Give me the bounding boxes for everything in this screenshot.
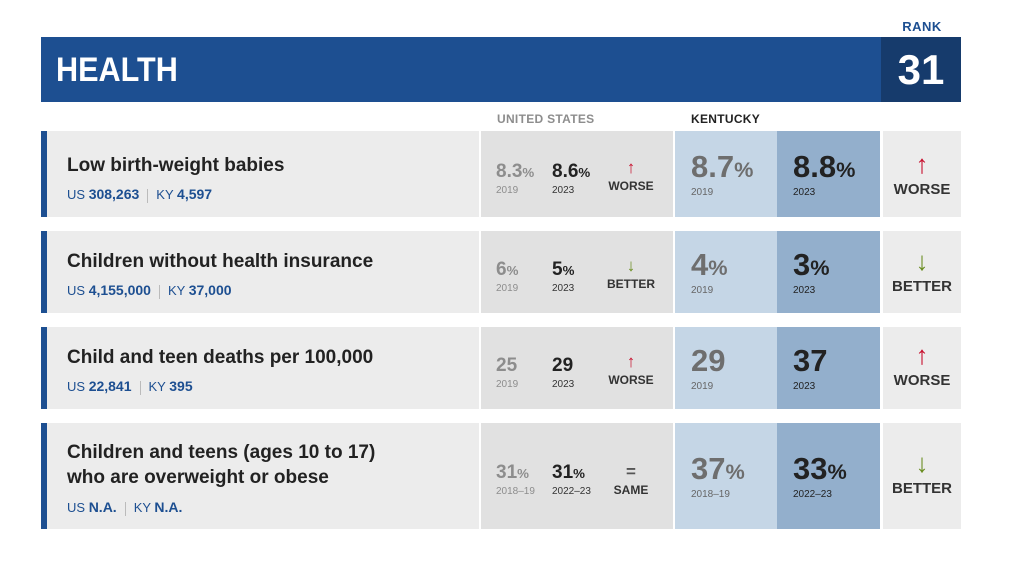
- ky-later-cell: 3% 2023: [777, 231, 880, 313]
- arrow-up-icon: ↑: [915, 149, 929, 179]
- ky-later-value: 33% 2022–23: [793, 451, 847, 500]
- ky-earlier-cell: 29 2019: [675, 327, 777, 409]
- ky-count-label: KY: [156, 187, 174, 202]
- ky-trend-cell: ↑ WORSE: [883, 131, 961, 217]
- ky-trend-cell: ↓ BETTER: [883, 231, 961, 313]
- arrow-down-icon: ↓: [915, 246, 929, 276]
- us-values-cell: 6% 2019 5% 2023 ↓ BETTER: [481, 231, 673, 313]
- ky-trend-cell: ↓ BETTER: [883, 423, 961, 529]
- us-trend: ↑ WORSE: [606, 352, 656, 388]
- indicator-title: Children and teens (ages 10 to 17) who ar…: [67, 442, 376, 488]
- indicator-counts: US 308,263 KY 4,597: [67, 186, 212, 203]
- rank-value: 31: [881, 37, 961, 102]
- us-count: 22,841: [88, 378, 132, 394]
- us-count: 4,155,000: [88, 282, 151, 298]
- us-trend: ↑ WORSE: [606, 158, 656, 194]
- ky-later-value: 37 2023: [793, 343, 828, 392]
- arrow-up-icon: ↑: [626, 158, 636, 177]
- us-values-cell: 25 2019 29 2023 ↑ WORSE: [481, 327, 673, 409]
- ky-count-label: KY: [167, 283, 186, 298]
- indicator-label-cell: Children without health insurance US 4,1…: [41, 231, 479, 313]
- us-earlier-value: 25 2019: [496, 355, 519, 390]
- us-count-label: US: [67, 283, 86, 298]
- ky-trend-cell: ↑ WORSE: [883, 327, 961, 409]
- ky-count: N.A.: [154, 499, 183, 515]
- us-later-value: 31% 2022–23: [552, 462, 591, 497]
- count-divider: [147, 188, 149, 203]
- ky-trend: ↓ BETTER: [883, 450, 961, 497]
- us-earlier-value: 6% 2019: [496, 259, 519, 294]
- ky-count-label: KY: [148, 379, 166, 394]
- ky-earlier-value: 8.7% 2019: [691, 149, 754, 198]
- section-title: HEALTH: [56, 51, 178, 89]
- ky-trend: ↑ WORSE: [883, 151, 961, 198]
- equals-icon: =: [626, 462, 636, 481]
- ky-earlier-cell: 8.7% 2019: [675, 131, 777, 217]
- indicator-counts: US 22,841 KY 395: [67, 378, 193, 395]
- arrow-down-icon: ↓: [915, 448, 929, 478]
- us-values-cell: 31% 2018–19 31% 2022–23 = SAME: [481, 423, 673, 529]
- us-later-value: 29 2023: [552, 355, 575, 390]
- ky-later-value: 8.8% 2023: [793, 149, 856, 198]
- indicator-row-health-insurance: Children without health insurance US 4,1…: [41, 231, 961, 313]
- count-divider: [124, 501, 126, 516]
- ky-later-cell: 37 2023: [777, 327, 880, 409]
- us-count-label: US: [67, 500, 86, 515]
- indicator-title: Children without health insurance: [67, 251, 374, 272]
- us-count-label: US: [67, 187, 86, 202]
- column-header-united-states: UNITED STATES: [497, 112, 595, 126]
- ky-earlier-cell: 37% 2018–19: [675, 423, 777, 529]
- us-trend: = SAME: [606, 462, 656, 498]
- ky-earlier-value: 29 2019: [691, 343, 726, 392]
- ky-trend: ↓ BETTER: [883, 248, 961, 295]
- indicator-label-cell: Low birth-weight babies US 308,263 KY 4,5…: [41, 131, 479, 217]
- us-values-cell: 8.3% 2019 8.6% 2023 ↑ WORSE: [481, 131, 673, 217]
- ky-count-label: KY: [133, 500, 151, 515]
- indicator-label-cell: Children and teens (ages 10 to 17) who ar…: [41, 423, 479, 529]
- indicator-counts: US 4,155,000 KY 37,000: [67, 282, 232, 299]
- ky-count: 4,597: [177, 186, 213, 202]
- rank-label: RANK: [902, 19, 942, 34]
- column-header-kentucky: KENTUCKY: [691, 112, 761, 126]
- indicator-label-cell: Child and teen deaths per 100,000 US 22,…: [41, 327, 479, 409]
- arrow-down-icon: ↓: [626, 256, 636, 275]
- indicator-title: Low birth-weight babies: [67, 155, 285, 176]
- ky-earlier-value: 4% 2019: [691, 247, 728, 296]
- us-trend: ↓ BETTER: [607, 256, 655, 292]
- us-earlier-value: 31% 2018–19: [496, 462, 535, 497]
- us-earlier-value: 8.3% 2019: [496, 161, 535, 196]
- us-later-value: 5% 2023: [552, 259, 575, 294]
- arrow-up-icon: ↑: [626, 352, 636, 371]
- indicator-counts: US N.A. KY N.A.: [67, 499, 182, 516]
- ky-later-cell: 33% 2022–23: [777, 423, 880, 529]
- section-banner: HEALTH: [41, 37, 881, 102]
- ky-count: 37,000: [188, 282, 232, 298]
- us-later-value: 8.6% 2023: [552, 161, 591, 196]
- arrow-up-icon: ↑: [915, 340, 929, 370]
- us-count: 308,263: [88, 186, 140, 202]
- ky-later-cell: 8.8% 2023: [777, 131, 880, 217]
- ky-later-value: 3% 2023: [793, 247, 830, 296]
- ky-earlier-cell: 4% 2019: [675, 231, 777, 313]
- ky-earlier-value: 37% 2018–19: [691, 451, 745, 500]
- indicator-row-overweight-obese: Children and teens (ages 10 to 17) who ar…: [41, 423, 961, 529]
- indicator-title: Child and teen deaths per 100,000: [67, 347, 374, 368]
- us-count-label: US: [67, 379, 86, 394]
- count-divider: [158, 284, 160, 299]
- ky-trend: ↑ WORSE: [883, 342, 961, 389]
- ky-count: 395: [169, 378, 193, 394]
- us-count: N.A.: [88, 499, 117, 515]
- indicator-row-child-teen-deaths: Child and teen deaths per 100,000 US 22,…: [41, 327, 961, 409]
- count-divider: [139, 380, 141, 395]
- indicator-row-low-birth-weight: Low birth-weight babies US 308,263 KY 4,5…: [41, 131, 961, 217]
